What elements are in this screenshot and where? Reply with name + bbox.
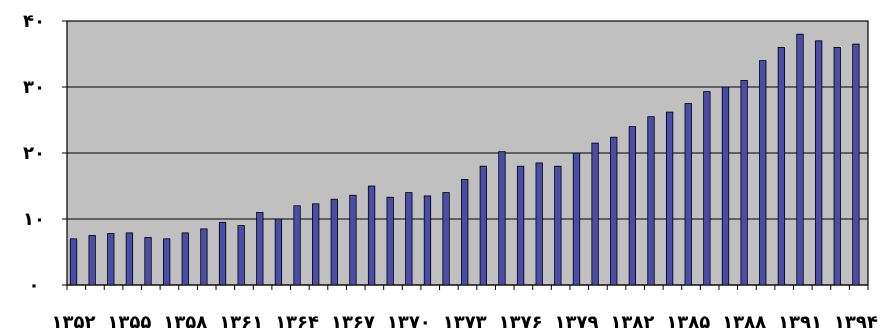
x-tick-label: ۱۳۹۴ [834,312,878,333]
x-tick-label: ۱۳۸۸ [722,312,766,333]
bar [461,178,469,286]
x-tick-label: ۱۳۶۴ [275,312,319,333]
bar [312,203,320,286]
x-tick-label: ۱۳۷۰ [387,312,431,333]
bar [684,103,692,286]
x-tick-label: ۱۳۸۵ [666,312,710,333]
bar [498,151,506,286]
bar [610,136,618,286]
y-tick-label: ۴۰ [23,11,45,32]
bar [442,192,450,286]
bar [88,235,96,286]
bar [107,233,115,286]
bar [703,91,711,286]
bar [796,33,804,286]
bar [274,218,283,286]
bar [591,142,599,286]
y-tick-label: ۱۰ [23,209,45,230]
bar [647,116,655,286]
bar [628,126,637,286]
y-tick-label: ۰ [29,275,40,296]
bar [405,192,413,286]
bar [740,80,748,286]
bar [554,165,562,286]
x-tick-label: ۱۳۵۵ [107,312,151,333]
x-tick-label: ۱۳۷۹ [554,312,598,333]
x-tick-label: ۱۳۹۱ [778,312,822,333]
bar [181,232,189,286]
x-tick-label: ۱۳۷۶ [499,312,543,333]
bar [777,47,786,286]
bar [386,196,394,286]
bar [814,40,823,286]
bar [349,194,357,286]
x-tick-label: ۱۳۸۲ [610,312,654,333]
x-tick-label: ۱۳۵۸ [163,312,207,333]
bar [516,165,525,286]
bar [852,43,860,286]
bar [367,185,376,286]
bar [721,86,730,286]
bar [479,165,487,286]
bar [163,238,171,286]
bar [572,152,581,286]
bar [293,205,301,286]
bar [833,47,841,286]
bar [665,111,674,286]
x-tick-label: ۱۳۶۱ [219,312,263,333]
bar [237,225,245,286]
x-tick-label: ۱۳۶۷ [331,312,375,333]
bar [218,221,227,286]
bar [535,162,543,286]
x-tick-label: ۱۳۷۳ [443,312,487,333]
bar [330,198,338,286]
bar [144,237,152,286]
bar [423,195,432,286]
bar [256,211,264,286]
x-tick-label: ۱۳۵۲ [52,312,96,333]
bar [200,228,208,286]
y-tick-label: ۳۰ [23,77,45,98]
y-tick-label: ۲۰ [23,143,45,164]
bar [125,232,134,286]
bar [69,238,78,286]
bar [759,60,767,286]
